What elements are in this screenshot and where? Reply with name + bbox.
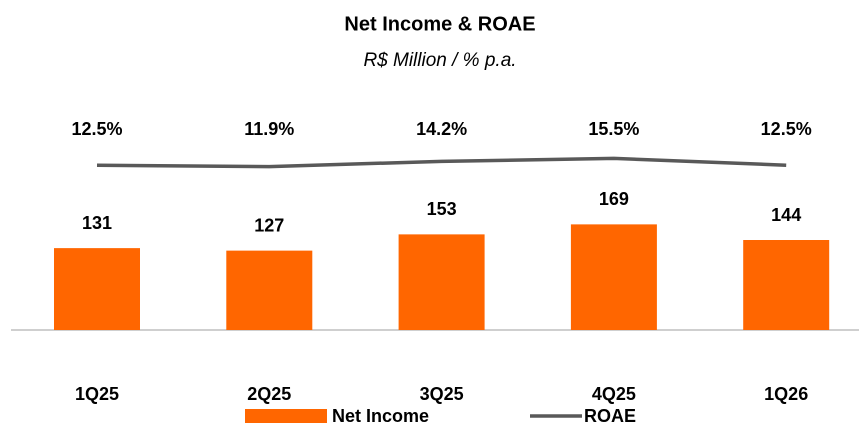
line: [96, 156, 787, 169]
x-tick-label: 4Q25: [592, 384, 636, 404]
bar-label: 153: [427, 199, 457, 219]
bar-label: 144: [771, 205, 801, 225]
line-label: 11.9%: [244, 119, 294, 139]
line-label: 14.2%: [416, 119, 467, 139]
chart-title: Net Income & ROAE: [344, 13, 535, 35]
bar: [226, 250, 313, 330]
line-label: 12.5%: [761, 119, 812, 139]
chart-subtitle: R$ Million / % p.a.: [363, 50, 516, 71]
x-tick-label: 2Q25: [247, 384, 291, 404]
legend-label: ROAE: [584, 406, 636, 426]
bar: [54, 248, 140, 330]
bar-label: 131: [82, 213, 112, 233]
legend-label: Net Income: [332, 406, 429, 426]
line-label: 15.5%: [588, 119, 639, 139]
line-label: 12.5%: [71, 119, 122, 139]
bar-label: 169: [599, 189, 629, 209]
bar: [398, 234, 485, 330]
bar-label: 127: [254, 215, 284, 235]
x-tick-label: 1Q25: [75, 384, 119, 404]
bar: [570, 224, 657, 330]
legend-swatch: [245, 409, 327, 423]
x-tick-label: 3Q25: [420, 384, 464, 404]
x-tick-label: 1Q26: [764, 384, 808, 404]
bar: [743, 240, 830, 330]
